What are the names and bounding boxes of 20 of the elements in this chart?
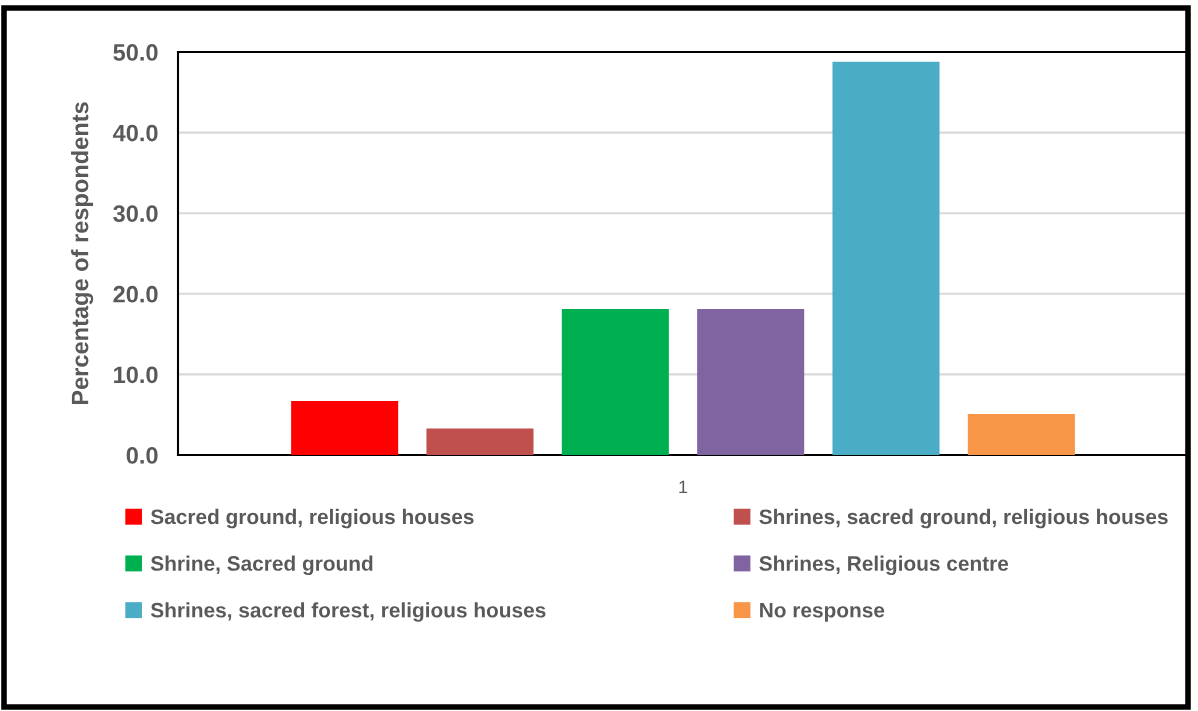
y-tick-label: 50.0 (113, 44, 158, 61)
x-tick-label: 1 (679, 480, 688, 494)
legend-label: Shrines, Religious centre (759, 555, 1009, 576)
y-tick-label: 30.0 (113, 205, 158, 223)
bar (291, 401, 399, 455)
bar (832, 61, 940, 455)
y-tick-label: 40.0 (112, 124, 158, 142)
legend-label: Shrine, Sacred ground (150, 555, 373, 576)
y-axis-title: Percentage of respondents (71, 102, 94, 405)
legend-label: Shrines, sacred ground, religious houses (759, 508, 1168, 529)
bar (561, 309, 669, 455)
y-tick-label: 20.0 (113, 285, 158, 303)
bar (426, 428, 534, 455)
legend-label: No response (760, 603, 885, 622)
y-tick-label: 0.0 (126, 447, 158, 464)
bar (697, 309, 805, 455)
y-tick-label: 10.0 (114, 366, 158, 384)
bar (967, 413, 1075, 455)
legend-label: Shrines, sacred forest, religious houses (150, 602, 546, 622)
legend-label: Sacred ground, religious houses (150, 508, 474, 529)
